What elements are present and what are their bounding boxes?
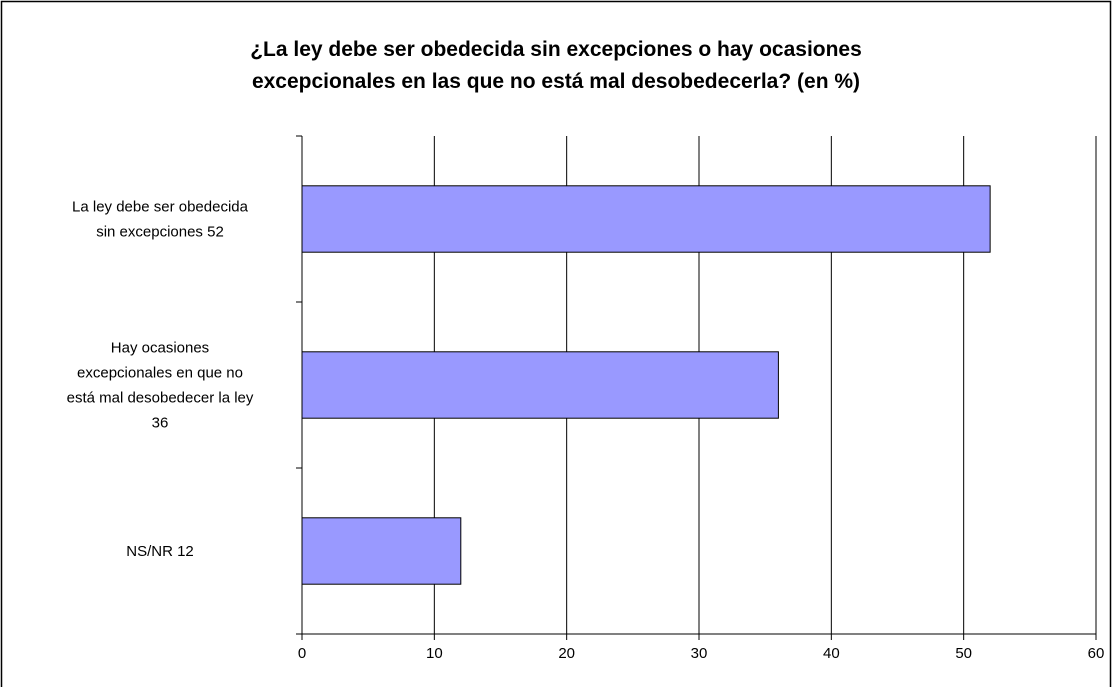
chart-title-line-0: ¿La ley debe ser obedecida sin excepcion… bbox=[250, 38, 862, 61]
category-label-0-1: sin excepciones 52 bbox=[96, 224, 224, 241]
category-label-1-3: 36 bbox=[152, 415, 169, 432]
category-label-2-0: NS/NR 12 bbox=[126, 543, 194, 560]
x-tick-label-60: 60 bbox=[1088, 645, 1105, 662]
category-label-1-0: Hay ocasiones bbox=[111, 340, 209, 357]
x-tick-label-40: 40 bbox=[823, 645, 840, 662]
bar-2 bbox=[301, 517, 462, 585]
category-label-1-1: excepcionales en que no bbox=[77, 365, 243, 382]
bar-0 bbox=[301, 185, 991, 253]
bars bbox=[301, 185, 991, 585]
x-tick-label-30: 30 bbox=[691, 645, 708, 662]
x-tick-label-10: 10 bbox=[426, 645, 443, 662]
category-labels: La ley debe ser obedecida sin excepciones… bbox=[67, 199, 254, 561]
x-tick-label-0: 0 bbox=[298, 645, 306, 662]
x-tick-label-50: 50 bbox=[955, 645, 972, 662]
bar-1 bbox=[301, 351, 779, 419]
axes bbox=[296, 135, 1097, 640]
chart-title-line-1: excepcionales en las que no está mal des… bbox=[252, 70, 860, 93]
x-tick-label-20: 20 bbox=[558, 645, 575, 662]
category-label-1-2: está mal desobedecer la ley bbox=[67, 390, 254, 407]
chart-title: ¿La ley debe ser obedecida sin excepcion… bbox=[250, 38, 862, 93]
category-label-0-0: La ley debe ser obedecida bbox=[72, 199, 249, 216]
x-tick-labels: 0 10 20 30 40 50 60 bbox=[298, 645, 1105, 662]
